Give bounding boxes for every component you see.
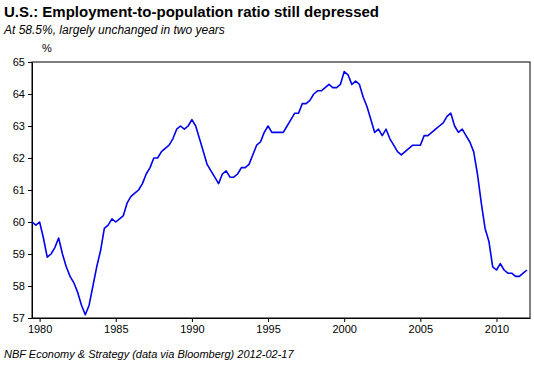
y-tick-mark [28, 254, 32, 255]
y-tick: 58 [13, 280, 32, 292]
x-tick: 2010 [485, 318, 509, 335]
y-tick-mark [28, 286, 32, 287]
x-tick-label: 2000 [332, 323, 356, 335]
x-tick: 1990 [180, 318, 204, 335]
x-tick-mark [268, 318, 269, 322]
x-tick-label: 1995 [256, 323, 280, 335]
x-tick: 1980 [28, 318, 52, 335]
x-tick: 2005 [409, 318, 433, 335]
x-tick-mark [40, 318, 41, 322]
x-tick-label: 1985 [104, 323, 128, 335]
y-tick-mark [28, 318, 32, 319]
y-tick: 65 [13, 56, 32, 68]
x-tick-mark [116, 318, 117, 322]
x-tick: 1985 [104, 318, 128, 335]
y-axis-label: % [42, 42, 52, 54]
y-tick-label: 63 [13, 120, 25, 132]
y-tick-label: 59 [13, 248, 25, 260]
x-tick-mark [192, 318, 193, 322]
y-tick-mark [28, 126, 32, 127]
y-tick: 62 [13, 152, 32, 164]
x-tick: 1995 [256, 318, 280, 335]
x-axis-line [33, 318, 531, 319]
y-tick-mark [28, 190, 32, 191]
y-axis-line [32, 63, 33, 319]
chart-title: U.S.: Employment-to-population ratio sti… [4, 3, 379, 20]
x-tick-label: 2005 [409, 323, 433, 335]
x-tick-mark [420, 318, 421, 322]
y-tick: 61 [13, 184, 32, 196]
y-tick-label: 57 [13, 312, 25, 324]
y-tick-mark [28, 222, 32, 223]
chart-subtitle: At 58.5%, largely unchanged in two years [3, 23, 225, 37]
x-tick-label: 2010 [485, 323, 509, 335]
y-tick-label: 62 [13, 152, 25, 164]
y-axis: 57 58 59 60 61 62 63 64 65 [13, 56, 33, 324]
y-tick-label: 61 [13, 184, 25, 196]
x-tick-mark [344, 318, 345, 322]
y-tick: 60 [13, 216, 32, 228]
y-tick-label: 60 [13, 216, 25, 228]
y-tick: 63 [13, 120, 32, 132]
plot-frame [32, 62, 530, 318]
y-tick-label: 65 [13, 56, 25, 68]
x-tick-label: 1980 [28, 323, 52, 335]
source-note: NBF Economy & Strategy (data via Bloombe… [4, 348, 294, 360]
y-tick-mark [28, 94, 32, 95]
x-tick-mark [496, 318, 497, 322]
y-tick-mark [28, 62, 32, 63]
x-tick-label: 1990 [180, 323, 204, 335]
y-tick: 59 [13, 248, 32, 260]
chart-container: U.S.: Employment-to-population ratio sti… [0, 0, 534, 375]
y-tick-label: 64 [13, 88, 25, 100]
y-tick: 64 [13, 88, 32, 100]
x-axis: 1980 1985 1990 1995 2000 2005 2010 [28, 318, 531, 335]
chart-svg: U.S.: Employment-to-population ratio sti… [0, 0, 534, 375]
x-tick: 2000 [332, 318, 356, 335]
y-tick-mark [28, 158, 32, 159]
y-tick-label: 58 [13, 280, 25, 292]
data-line [32, 72, 527, 315]
plot-area [32, 72, 527, 315]
